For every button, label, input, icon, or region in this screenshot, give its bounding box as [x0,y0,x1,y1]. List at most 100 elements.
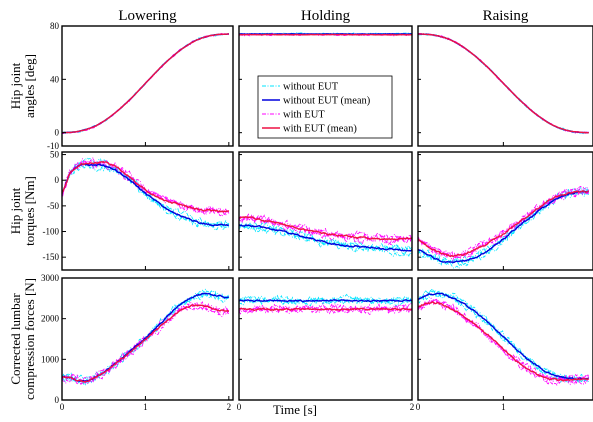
with-eut-mean-line [62,160,230,213]
x-tick-label: 2 [227,402,232,412]
series-group [62,32,230,134]
legend-box [257,75,393,139]
with-eut-mean-line [418,190,589,258]
panel-frame [417,151,593,271]
without-eut-trial-2 [62,288,230,381]
with-eut-mean-line [62,33,229,134]
y-tick-label: 50 [50,150,60,160]
y-tick-label: 40 [50,74,60,84]
y-tick-label: -150 [43,252,60,262]
with-eut-trial-0 [418,191,590,262]
with-eut-trial-2 [418,186,590,259]
x-tick-label: 2 [410,402,415,412]
with-eut-mean-line [418,301,590,382]
y-tick-label: 3000 [41,273,60,283]
x-tick-label: 0 [416,402,421,412]
with-eut-mean-line [418,33,589,134]
with-eut-trial-2 [239,302,412,313]
panel-frame [61,25,234,147]
with-eut-trial-1 [418,188,590,260]
with-eut-mean-line [62,304,230,383]
without-eut-mean-line [418,190,589,264]
panel-frame [417,25,593,147]
series-group [418,186,590,270]
legend-entry-label: without EUT (mean) [283,96,371,107]
panel-frame [61,151,234,271]
without-eut-trial-2 [239,293,412,305]
y-tick-label: -100 [43,227,60,237]
y-axis-label-row-1-line-0: Hip joint [8,187,23,234]
panel-frame [61,277,234,401]
with-eut-trial-2 [239,213,412,242]
y-tick-label: -50 [47,201,59,211]
series-group [418,287,590,386]
without-eut-mean-line [239,224,412,252]
with-eut-trial-1 [62,302,229,385]
series-group [418,32,589,135]
series-group [239,293,412,315]
without-eut-trial-0 [62,164,230,232]
column-title-holding: Holding [301,8,351,24]
panel-r1-c1 [238,151,413,271]
with-eut-trial-0 [62,159,230,218]
y-axis-label-row-2-line-1: compression forces [N] [22,278,37,400]
y-tick-label: 0 [55,175,60,185]
legend-entry-label: with EUT [283,110,325,121]
y-tick-label: 80 [50,21,60,31]
with-eut-trial-2 [418,297,590,382]
with-eut-mean-line [239,216,412,241]
panel-frame [417,277,593,401]
x-tick-label: 0 [60,402,65,412]
panel-r0-c1 [238,25,413,147]
series-group [62,288,230,386]
legend: without EUT without EUT (mean) with EUT wit… [257,75,393,139]
without-eut-trial-1 [418,190,589,267]
with-eut-trial-0 [239,216,412,246]
column-title-raising: Raising [483,8,529,24]
x-tick-label: 1 [143,402,148,412]
without-eut-trial-1 [62,160,230,229]
with-eut-trial-2 [62,156,229,215]
y-tick-label: 0 [55,128,60,138]
panel-r1-c0: 50 0 -50 -100 -150 [43,150,234,271]
series-group [239,32,412,37]
y-tick-label: -10 [47,141,59,151]
panel-r1-c2 [417,151,593,271]
panel-r2-c0: 0 1000 2000 3000 0 1 2 [41,273,234,412]
y-tick-label: 2000 [41,314,60,324]
with-eut-mean-line [239,307,412,311]
panel-r0-c2 [417,25,593,147]
panel-frame [238,151,413,271]
without-eut-trial-2 [239,221,412,252]
without-eut-trial-0 [418,291,590,384]
with-eut-trial-0 [62,304,230,386]
panel-frame [238,25,413,147]
column-title-lowering: Lowering [118,8,177,24]
y-axis-label-row-2-line-0: Corrected lumbar [8,293,23,385]
x-tick-label: 0 [237,402,242,412]
with-eut-trial-1 [62,159,230,216]
series-group [62,156,230,232]
with-eut-trial-2 [62,301,230,383]
legend-entry-label: without EUT [283,82,339,93]
without-eut-trial-2 [62,157,230,228]
with-eut-trial-1 [239,214,412,245]
y-axis-label-row-0-line-0: Hip joint [8,62,23,109]
without-eut-trial-2 [418,287,590,382]
y-axis-label-row-0-line-1: angles [deg] [22,54,37,118]
without-eut-mean-line [418,292,589,381]
panel-frame [238,277,413,401]
y-tick-label: 1000 [41,354,60,364]
x-tick-label: 1 [501,402,506,412]
row-y-labels: Hip joint angles [deg]Hip joint torques [N… [8,54,37,400]
without-eut-mean-line [62,163,230,227]
y-axis-label-row-1-line-1: torques [Nm] [22,176,37,246]
y-tick-label: 0 [55,395,60,405]
series-group [239,213,412,258]
panel-r0-c0: -10 0 40 80 [47,21,234,151]
x-axis-label: Time [s] [273,402,317,417]
